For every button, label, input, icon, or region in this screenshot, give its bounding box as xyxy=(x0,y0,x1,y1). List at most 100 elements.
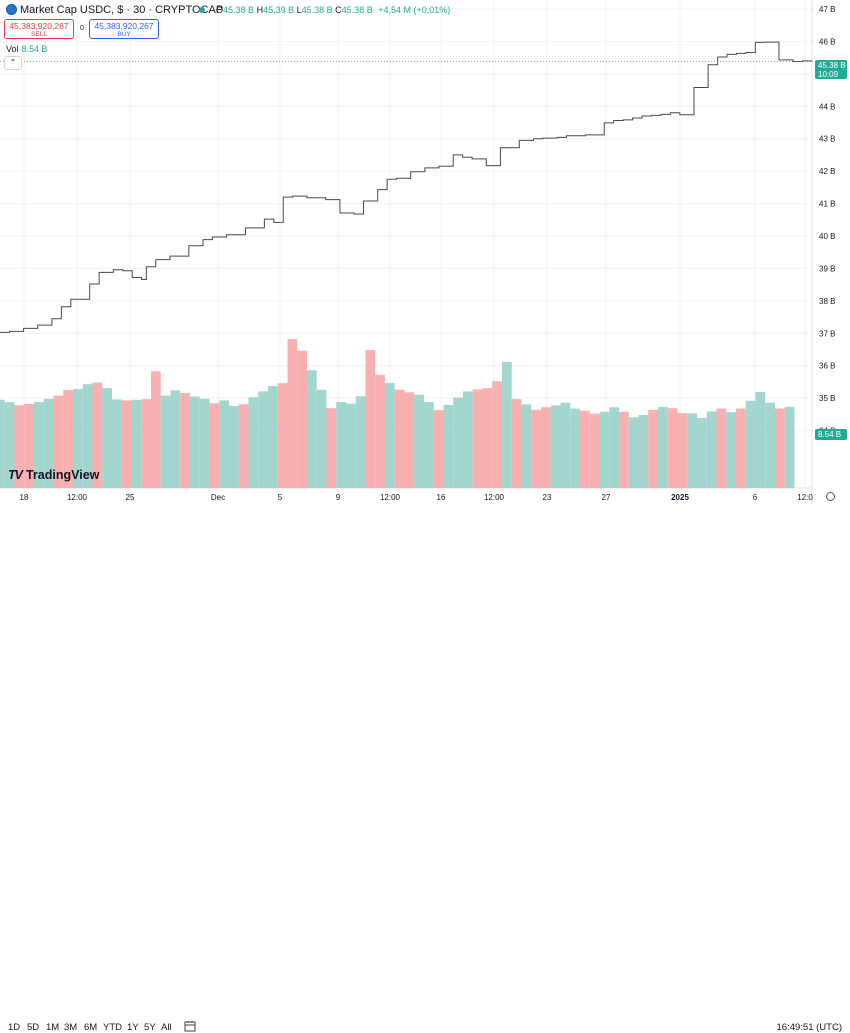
volume-bar xyxy=(648,409,658,488)
volume-bar xyxy=(355,396,366,488)
symbol-title[interactable]: Market Cap USDC, $ · 30 · CRYPTOCAP xyxy=(20,4,224,16)
chart-legend: Market Cap USDC, $ · 30 · CRYPTOCAP O45.… xyxy=(0,0,812,20)
time-axis: 18 12:00 25 Dec 5 9 12:00 16 12:00 23 27 2025 6 12:0 xyxy=(20,493,814,502)
volume-bar xyxy=(268,386,278,488)
y-tick-label: 46 B xyxy=(819,37,835,46)
volume-bar xyxy=(4,402,15,488)
timeframe-6m[interactable]: 6M xyxy=(84,1022,98,1033)
volume-bar xyxy=(121,400,132,488)
volume-bar xyxy=(482,388,493,488)
volume-bar xyxy=(199,398,210,488)
volume-bar xyxy=(112,399,122,488)
volume-bar xyxy=(628,417,639,488)
volume-bar xyxy=(433,410,444,488)
volume-legend: Vol 8.54 B xyxy=(6,44,48,54)
x-tick-label: 2025 xyxy=(671,493,689,502)
y-tick-label: 42 B xyxy=(819,167,835,176)
timeframe-1y[interactable]: 1Y xyxy=(127,1022,139,1033)
volume-bars xyxy=(0,339,795,488)
volume-bar xyxy=(14,405,25,488)
y-tick-label: 36 B xyxy=(819,362,835,371)
x-tick-label: 12:00 xyxy=(67,493,88,502)
volume-bar xyxy=(63,390,73,488)
volume-bar xyxy=(365,350,376,488)
timeframe-all[interactable]: All xyxy=(161,1022,172,1033)
volume-bar xyxy=(219,400,229,488)
volume-bar xyxy=(570,408,580,488)
volume-bar xyxy=(102,388,112,488)
timeframe-3m[interactable]: 3M xyxy=(64,1022,78,1033)
volume-bar xyxy=(414,394,424,488)
x-tick-label: 23 xyxy=(543,493,552,502)
y-tick-label: 35 B xyxy=(819,394,835,403)
volume-bar xyxy=(229,405,239,488)
gear-icon[interactable] xyxy=(826,492,835,501)
volume-bar xyxy=(336,402,346,488)
volume-bar xyxy=(248,397,259,488)
volume-bar xyxy=(502,361,512,488)
volume-bar xyxy=(531,409,541,488)
x-tick-label: 6 xyxy=(753,493,758,502)
volume-bar xyxy=(580,410,590,488)
sell-button[interactable]: 45,383,920,267 SELL xyxy=(4,19,74,39)
x-tick-label: 25 xyxy=(126,493,135,502)
volume-bar xyxy=(726,412,736,488)
y-tick-label: 43 B xyxy=(819,135,835,144)
price-chart[interactable]: 47 B46 B45 B44 B43 B42 B41 B40 B39 B38 B… xyxy=(0,0,850,531)
timeframe-1d[interactable]: 1D xyxy=(8,1022,21,1033)
volume-bar xyxy=(190,396,200,488)
volume-bar xyxy=(326,408,337,488)
y-tick-label: 37 B xyxy=(819,329,835,338)
volume-bar xyxy=(394,389,405,488)
volume-bar xyxy=(697,417,707,488)
volume-bar xyxy=(453,397,463,488)
timeframe-1m[interactable]: 1M xyxy=(46,1022,60,1033)
calendar-icon[interactable] xyxy=(184,1020,197,1033)
market-status-icon xyxy=(199,7,205,13)
timeframe-ytd[interactable]: YTD xyxy=(103,1022,122,1033)
volume-bar xyxy=(24,403,34,488)
volume-bar xyxy=(92,382,103,488)
volume-bar xyxy=(463,391,473,488)
volume-bar xyxy=(277,383,288,488)
volume-bar xyxy=(736,408,746,488)
volume-bar xyxy=(141,399,151,488)
volume-bar xyxy=(745,400,756,488)
x-tick-label: 12:0 xyxy=(797,493,813,502)
volume-bar xyxy=(82,384,93,488)
price-line xyxy=(0,41,813,333)
timeframe-5d[interactable]: 5D xyxy=(27,1022,40,1033)
spread-value: 0 xyxy=(80,25,84,32)
volume-bar xyxy=(658,406,668,488)
volume-bar xyxy=(472,389,483,488)
volume-bar xyxy=(287,339,298,488)
x-tick-label: 18 xyxy=(20,493,29,502)
chevron-up-icon[interactable]: ⌃ xyxy=(4,56,22,70)
volume-bar xyxy=(599,411,610,488)
clock-timezone[interactable]: 16:49:51 (UTC) xyxy=(776,1022,842,1033)
volume-bar xyxy=(238,404,249,488)
volume-bar xyxy=(307,370,317,488)
volume-bar xyxy=(765,402,775,488)
volume-bar xyxy=(667,408,678,488)
timeframe-5y[interactable]: 5Y xyxy=(144,1022,156,1033)
volume-bar xyxy=(160,395,171,488)
volume-bar xyxy=(151,371,161,488)
volume-bar xyxy=(43,398,54,488)
volume-bar xyxy=(385,382,395,488)
x-tick-label: Dec xyxy=(211,493,225,502)
volume-tag: 8.54 B xyxy=(815,429,847,440)
volume-bar xyxy=(550,405,561,488)
volume-bar xyxy=(560,402,571,488)
x-tick-label: 9 xyxy=(336,493,341,502)
buy-button[interactable]: 45,383,920,267 BUY xyxy=(89,19,159,39)
volume-bar xyxy=(0,399,5,488)
volume-bar xyxy=(180,392,190,488)
volume-bar xyxy=(73,389,83,488)
tradingview-logo[interactable]: TV TradingView xyxy=(8,468,100,482)
x-tick-label: 12:00 xyxy=(380,493,401,502)
y-tick-label: 41 B xyxy=(819,200,835,209)
volume-bar xyxy=(706,411,717,488)
volume-bar xyxy=(511,399,522,488)
volume-bar xyxy=(170,390,181,488)
